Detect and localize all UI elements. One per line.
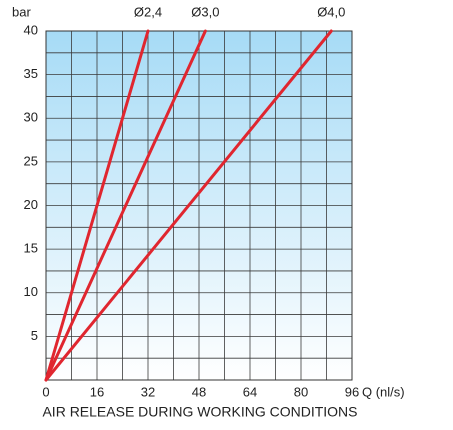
y-tick-label: 25 [24,153,38,168]
plot-border [45,30,353,381]
x-tick-label: 0 [42,384,49,399]
x-tick-label: 32 [141,384,155,399]
series-label: Ø4,0 [317,4,345,19]
y-tick-label: 20 [24,197,38,212]
x-tick-label: 96 [345,384,359,399]
line [44,29,150,382]
series-label: Ø2,4 [134,4,162,19]
series-label: Ø3,0 [191,4,219,19]
y-tick-label: 35 [24,66,38,81]
x-tick-label: 64 [243,384,257,399]
x-tick-label: 48 [192,384,206,399]
line [44,29,207,382]
y-tick-label: 10 [24,284,38,299]
y-axis-label: bar [12,4,31,19]
x-tick-label: 80 [294,384,308,399]
y-tick-label: 30 [24,110,38,125]
y-tick-label: 15 [24,241,38,256]
line [44,29,333,382]
chart-title: AIR RELEASE DURING WORKING CONDITIONS [42,404,357,420]
x-axis-label: Q (nl/s) [362,384,405,399]
y-tick-label: 5 [31,328,38,343]
y-tick-label: 40 [24,22,38,37]
x-tick-label: 16 [90,384,104,399]
